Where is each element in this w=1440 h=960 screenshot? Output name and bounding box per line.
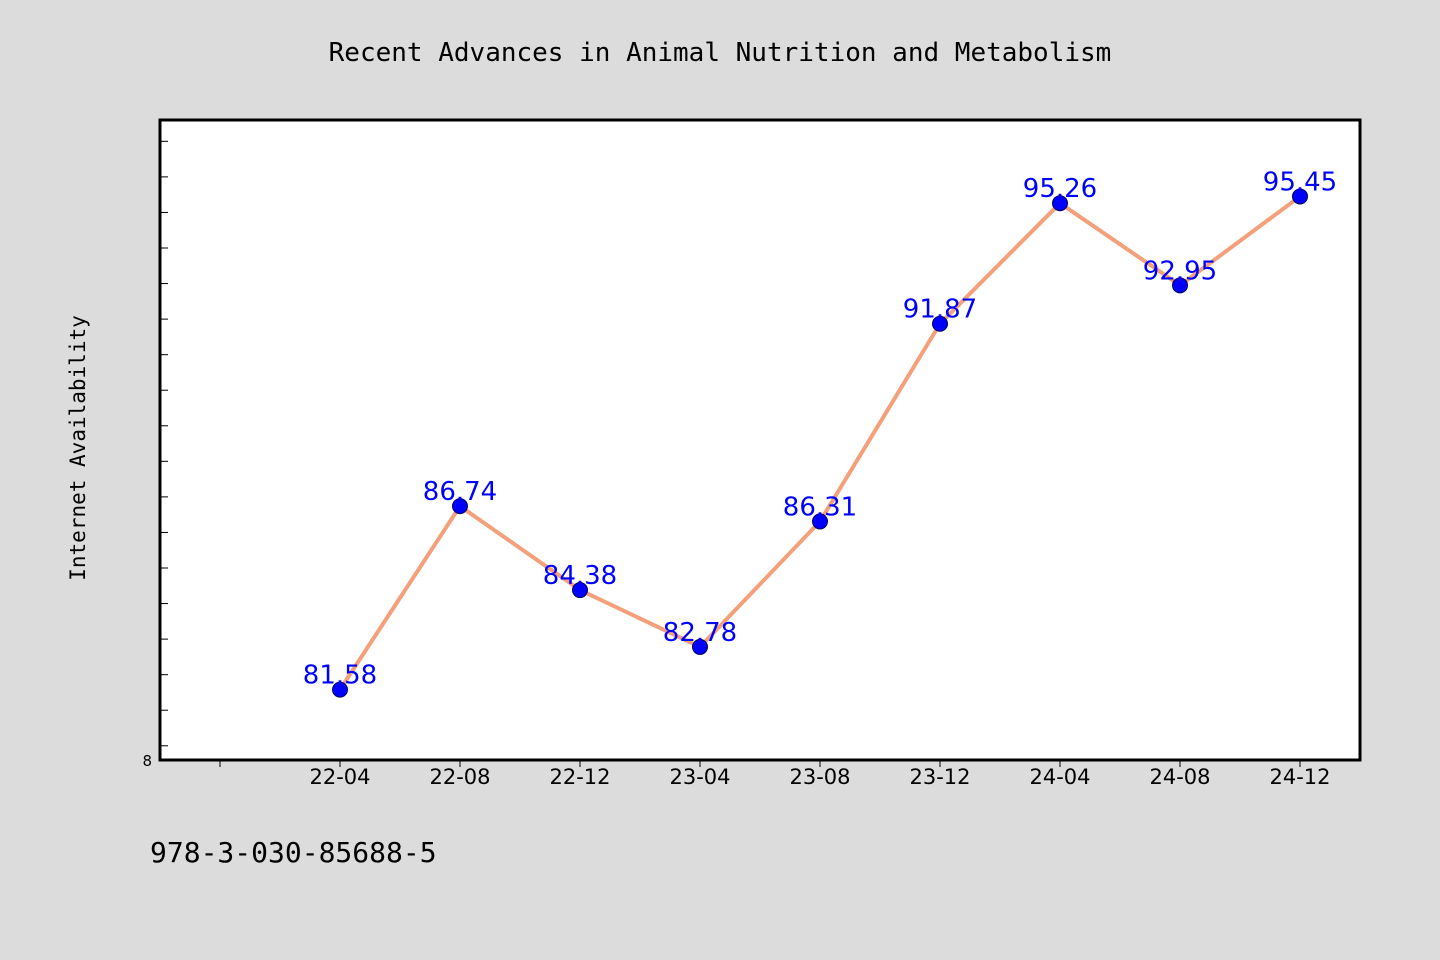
data-point: [1292, 188, 1308, 205]
y-axis-ticks: [160, 140, 168, 747]
x-tick-label: 24-12: [1269, 765, 1330, 789]
x-axis-tick-labels: 22-04 22-08 22-12 23-04 23-08 23-12 24-04 24-08…: [309, 765, 1330, 789]
data-point: [932, 315, 948, 332]
data-label: 86.74: [423, 477, 497, 507]
data-point: [572, 582, 588, 599]
x-axis-ticks: [219, 760, 1301, 767]
x-tick-label: 24-08: [1149, 765, 1210, 789]
x-tick-label: 23-12: [909, 765, 970, 789]
x-tick-label: 22-04: [309, 765, 370, 789]
x-tick-label: 23-04: [669, 765, 730, 789]
data-label: 84.38: [543, 561, 617, 591]
data-markers: [332, 188, 1308, 698]
data-point: [1172, 277, 1188, 294]
data-label: 86.31: [783, 492, 857, 522]
plot-area: [158, 118, 1362, 762]
data-point: [692, 638, 708, 655]
data-label: 91.87: [903, 295, 977, 325]
data-point: [452, 498, 468, 515]
data-label: 82.78: [663, 618, 737, 648]
data-label: 95.26: [1023, 174, 1097, 204]
data-point: [812, 513, 828, 530]
x-tick-label: 24-04: [1029, 765, 1090, 789]
x-tick-label: 22-12: [549, 765, 610, 789]
footer-isbn: 978-3-030-85688-5: [150, 836, 437, 869]
data-label: 95.45: [1263, 167, 1337, 197]
data-labels: 81.58 86.74 84.38 82.78 86.31 91.87 95.26 92.95…: [303, 167, 1337, 690]
data-point: [332, 681, 348, 698]
data-label: 81.58: [303, 661, 377, 691]
y-axis-label: Internet Availability: [66, 315, 90, 581]
chart-title: Recent Advances in Animal Nutrition and …: [329, 38, 1112, 68]
data-point: [1052, 195, 1068, 212]
y-tick-label: 8: [142, 752, 152, 770]
x-tick-label: 22-08: [429, 765, 490, 789]
x-tick-label: 23-08: [789, 765, 850, 789]
data-label: 92.95: [1143, 256, 1217, 286]
